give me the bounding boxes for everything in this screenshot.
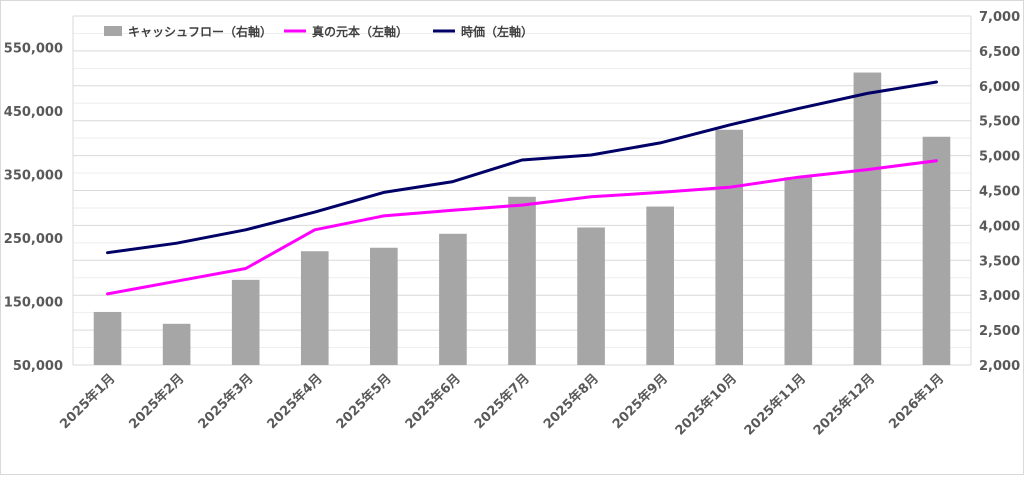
right-tick-label: 3,000 bbox=[979, 289, 1020, 304]
x-axis: 2025年1月 2025年2月 2025年3月 2025年4月 2025年5月 2025年… bbox=[57, 371, 948, 439]
left-tick-label: 50,000 bbox=[13, 359, 63, 374]
series-line bbox=[106, 80, 938, 255]
line-series bbox=[106, 80, 938, 296]
right-tick-label: 2,000 bbox=[979, 359, 1020, 374]
left-tick-label: 550,000 bbox=[4, 42, 63, 57]
x-tick-label: 2025年7月 bbox=[471, 371, 533, 433]
bar bbox=[370, 247, 398, 365]
right-tick-label: 5,500 bbox=[979, 115, 1020, 130]
right-tick-label: 6,500 bbox=[979, 45, 1020, 60]
bar bbox=[439, 233, 467, 365]
bar bbox=[508, 196, 536, 365]
left-tick-label: 450,000 bbox=[4, 105, 63, 120]
bar bbox=[853, 72, 882, 366]
bar bbox=[784, 177, 813, 365]
series-line bbox=[106, 159, 938, 296]
right-tick-label: 5,000 bbox=[979, 150, 1020, 165]
bar bbox=[715, 129, 744, 365]
bar bbox=[93, 311, 122, 365]
legend-label: キャッシュフロー（右軸） bbox=[128, 24, 272, 39]
bar bbox=[162, 323, 191, 365]
x-tick-label: 2025年2月 bbox=[126, 371, 188, 433]
right-tick-label: 2,500 bbox=[979, 324, 1020, 339]
x-tick-label: 2025年5月 bbox=[333, 371, 395, 433]
right-tick-label: 7,000 bbox=[979, 10, 1020, 25]
x-tick-label: 2025年10月 bbox=[672, 371, 740, 439]
x-tick-label: 2025年6月 bbox=[402, 371, 464, 433]
x-tick-label: 2025年8月 bbox=[540, 371, 602, 433]
right-axis: 2,000 2,500 3,000 3,500 4,000 4,500 5,000 5,500… bbox=[979, 10, 1020, 374]
x-tick-label: 2025年3月 bbox=[195, 371, 257, 433]
bar bbox=[577, 227, 605, 365]
legend-swatch bbox=[104, 26, 122, 36]
legend: キャッシュフロー（右軸） 真の元本（左軸） 時価（左軸） bbox=[104, 24, 533, 39]
bar bbox=[231, 279, 260, 365]
legend-label: 真の元本（左軸） bbox=[312, 24, 408, 39]
x-tick-label: 2025年4月 bbox=[264, 371, 326, 433]
bar-series bbox=[93, 72, 951, 366]
bar bbox=[300, 251, 329, 365]
left-tick-label: 250,000 bbox=[4, 232, 63, 247]
x-tick-label: 2026年1月 bbox=[886, 371, 948, 433]
x-tick-label: 2025年1月 bbox=[57, 371, 119, 433]
right-tick-label: 6,000 bbox=[979, 80, 1020, 95]
bar bbox=[922, 136, 951, 365]
left-tick-label: 350,000 bbox=[4, 169, 63, 184]
x-tick-label: 2025年12月 bbox=[810, 371, 878, 439]
left-axis: 50,000 150,000 250,000 350,000 450,000 550,00… bbox=[4, 42, 63, 374]
x-tick-label: 2025年11月 bbox=[741, 371, 809, 439]
legend-label: 時価（左軸） bbox=[461, 24, 533, 39]
right-tick-label: 3,500 bbox=[979, 254, 1020, 269]
right-tick-label: 4,500 bbox=[979, 185, 1020, 200]
x-tick-label: 2025年9月 bbox=[609, 371, 671, 433]
bar bbox=[646, 206, 674, 365]
left-tick-label: 150,000 bbox=[4, 296, 63, 311]
right-tick-label: 4,000 bbox=[979, 219, 1020, 234]
